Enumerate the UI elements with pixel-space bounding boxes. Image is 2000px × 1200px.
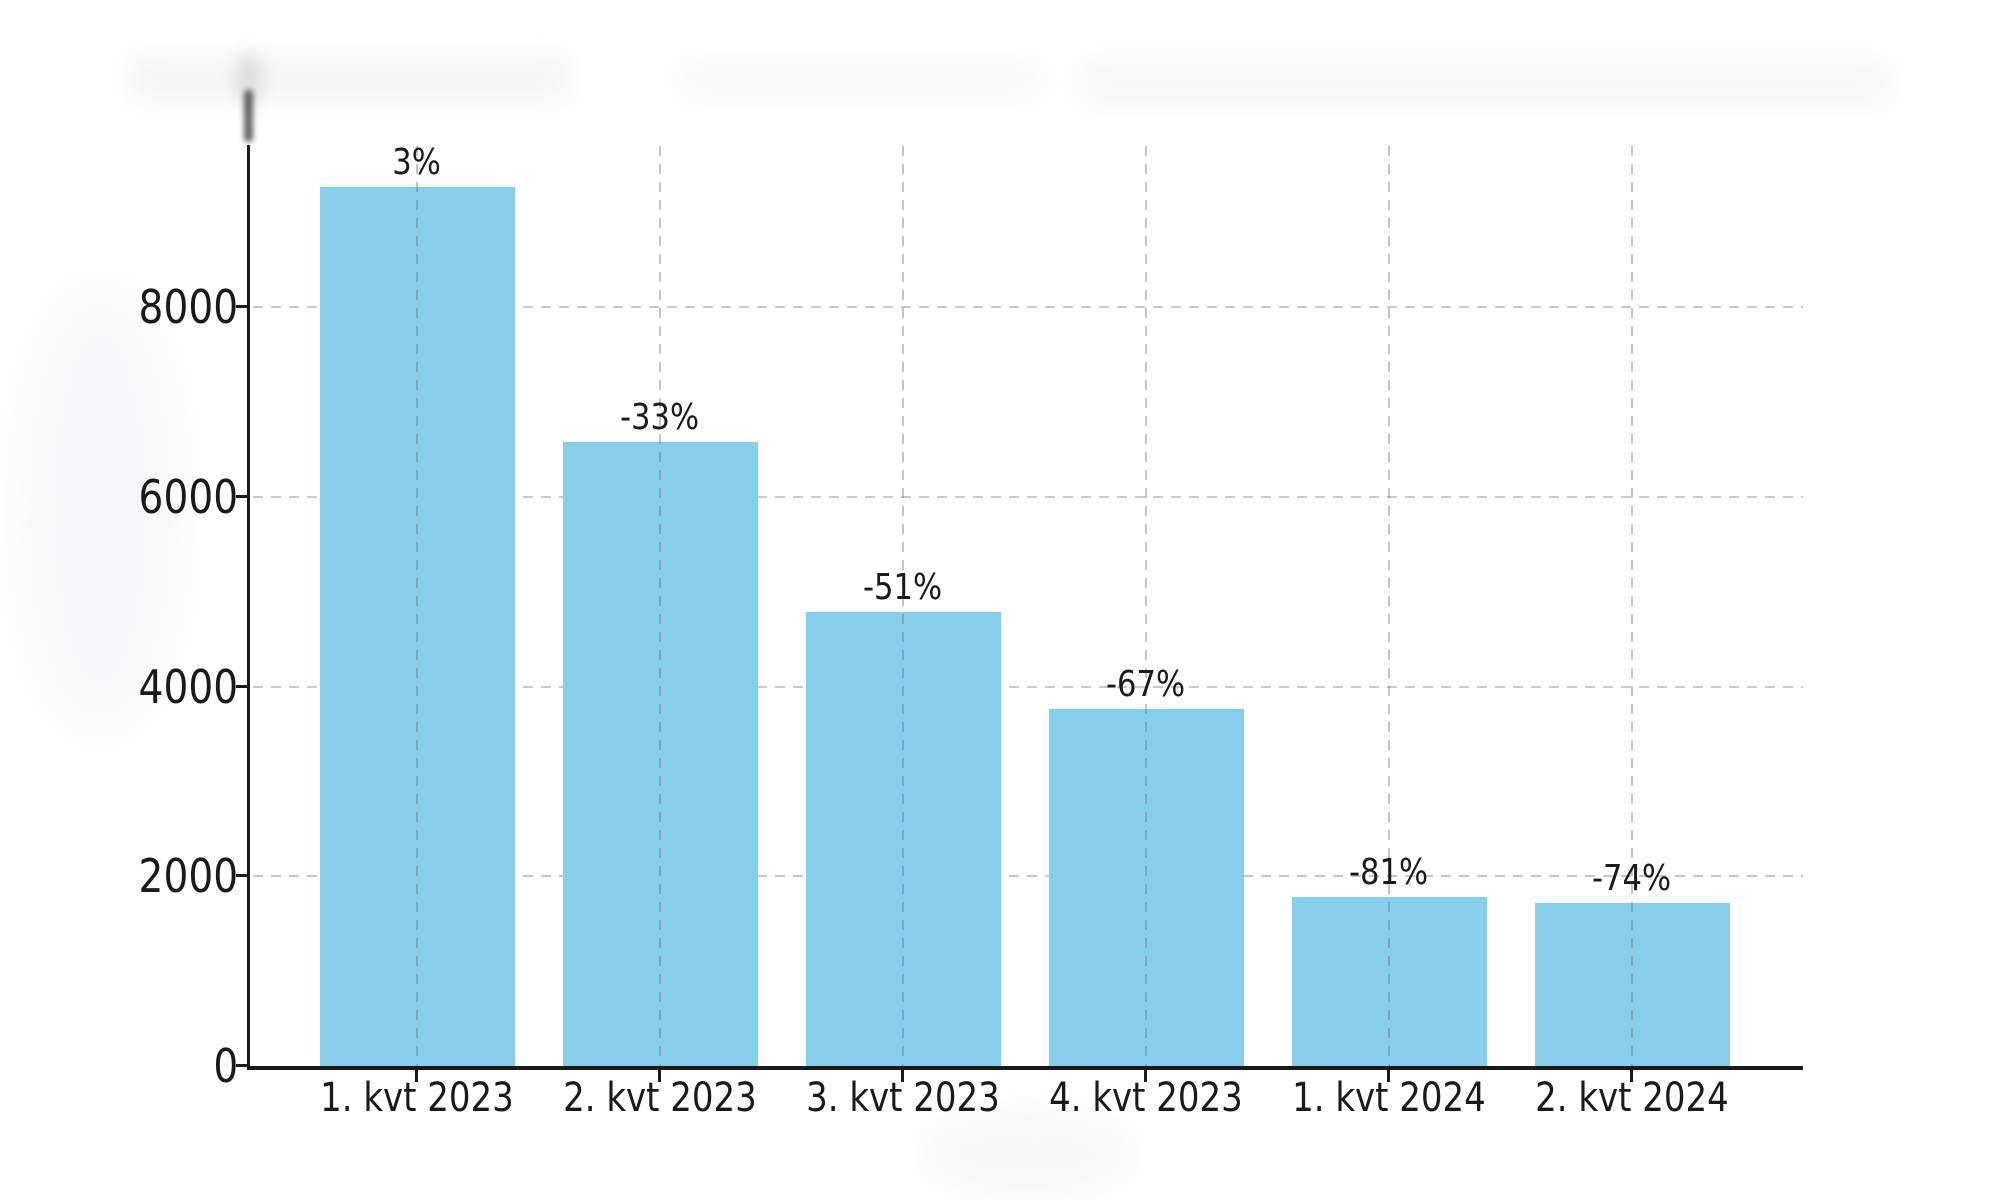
- y-tick-mark: [236, 1064, 250, 1067]
- bar-value-label-text: -51%: [863, 567, 943, 609]
- x-tick-mark: [415, 1070, 418, 1082]
- y-tick-label: 6000: [121, 474, 238, 520]
- scan-artifact-axis-smear-halo: [240, 55, 258, 103]
- bar-value-label: -67%: [996, 663, 1296, 706]
- bar-value-label-text: -74%: [1592, 857, 1672, 899]
- scan-artifact-top-left: [130, 55, 570, 100]
- bar-value-label: 3%: [267, 141, 567, 184]
- scan-artifact-axis-smear: [244, 90, 253, 142]
- y-tick-label: 2000: [121, 853, 238, 899]
- x-tick-label: 1. kvt 2023: [217, 1074, 617, 1122]
- h-gridline: [253, 685, 1803, 688]
- x-tick-mark: [1630, 1070, 1633, 1082]
- x-tick-label-text: 1. kvt 2024: [1292, 1075, 1486, 1121]
- bar: [805, 612, 1001, 1066]
- y-tick-label-text: 2000: [138, 849, 238, 904]
- y-tick-label: 4000: [121, 664, 238, 710]
- v-gridline: [902, 146, 904, 1066]
- y-axis-line: [247, 145, 250, 1070]
- y-tick-mark: [236, 494, 250, 498]
- y-tick-label-text: 4000: [138, 659, 238, 714]
- scan-artifact-top-right: [1080, 60, 1890, 105]
- bar-value-label: -33%: [510, 396, 810, 439]
- x-tick-label: 2. kvt 2023: [460, 1074, 860, 1122]
- v-gridline: [1631, 146, 1633, 1066]
- v-gridline: [659, 146, 661, 1066]
- bar-value-label-text: 3%: [392, 142, 442, 184]
- bar-value-label-text: -81%: [1349, 852, 1429, 894]
- h-gridline: [253, 306, 1803, 308]
- bar: [1048, 709, 1244, 1066]
- y-tick-mark: [236, 305, 250, 308]
- h-gridline: [253, 495, 1803, 498]
- y-tick-label-text: 6000: [138, 469, 238, 524]
- x-tick-label-text: 2. kvt 2024: [1535, 1075, 1729, 1121]
- scan-artifact-top-middle: [680, 60, 1040, 98]
- y-tick-label: 0: [209, 1043, 238, 1089]
- v-gridline: [1145, 146, 1147, 1066]
- x-tick-label-text: 2. kvt 2023: [563, 1075, 757, 1121]
- bar-value-label: -81%: [1239, 851, 1539, 894]
- y-tick-label-text: 0: [213, 1039, 238, 1093]
- x-tick-mark: [1387, 1070, 1390, 1082]
- y-tick-label-text: 8000: [138, 280, 238, 334]
- x-tick-mark: [1144, 1070, 1147, 1082]
- y-tick-label: 8000: [121, 284, 238, 330]
- bar-value-label-text: -67%: [1106, 664, 1186, 706]
- x-tick-label-text: 1. kvt 2023: [320, 1075, 514, 1121]
- bar: [1291, 897, 1487, 1066]
- x-tick-label: 2. kvt 2024: [1432, 1074, 1832, 1122]
- bar: [319, 187, 515, 1066]
- x-axis-line: [247, 1066, 1803, 1070]
- bar: [1534, 902, 1730, 1066]
- y-tick-mark: [236, 684, 250, 688]
- v-gridline: [1388, 146, 1390, 1066]
- bar-value-label: -51%: [753, 566, 1053, 609]
- v-gridline: [416, 146, 418, 1066]
- x-tick-mark: [901, 1070, 904, 1082]
- bar-value-label-text: -33%: [620, 396, 700, 438]
- x-tick-mark: [658, 1070, 661, 1082]
- bar: [562, 441, 758, 1066]
- y-tick-mark: [236, 874, 250, 878]
- bar-value-label: -74%: [1482, 857, 1782, 900]
- h-gridline: [253, 875, 1803, 878]
- x-tick-label: 1. kvt 2024: [1189, 1074, 1589, 1122]
